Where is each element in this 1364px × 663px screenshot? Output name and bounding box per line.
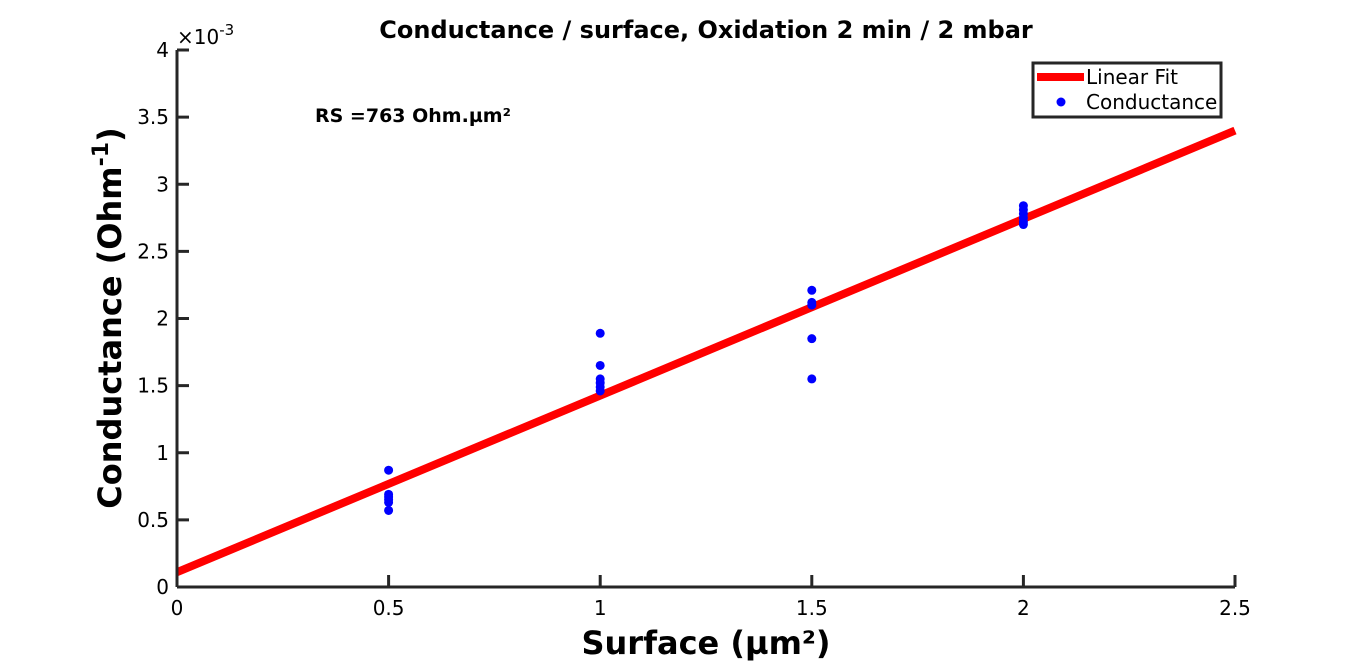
legend-conductance-label: Conductance: [1086, 90, 1217, 114]
y-exponent-power: -3: [219, 21, 234, 39]
y-axis-title-prefix: Conductance (Ohm: [91, 166, 129, 508]
y-axis-title-superscript: -1: [89, 142, 114, 166]
y-tick-label: 1: [156, 441, 169, 465]
x-tick-label: 0: [171, 596, 184, 620]
legend-conductance-swatch: [1056, 97, 1066, 107]
y-tick-label: 2: [156, 307, 169, 331]
conductance-point: [595, 386, 605, 396]
y-tick-label: 1.5: [137, 374, 169, 398]
chart-title: Conductance / surface, Oxidation 2 min /…: [379, 16, 1033, 44]
conductance-point: [807, 285, 817, 295]
conductance-point: [384, 497, 394, 507]
x-tick-label: 1.5: [796, 596, 828, 620]
legend: Linear Fit Conductance: [1031, 61, 1223, 119]
y-tick-label: 0.5: [137, 508, 169, 532]
y-axis-title-suffix: ): [91, 127, 129, 142]
conductance-point: [1018, 220, 1028, 230]
conductance-point: [807, 334, 817, 344]
legend-linear-fit-label: Linear Fit: [1086, 65, 1178, 89]
y-exponent-label: ×10-3: [177, 21, 234, 49]
y-tick-label: 0: [156, 575, 169, 599]
conductance-point: [595, 328, 605, 338]
y-axis-title: Conductance (Ohm-1): [89, 127, 129, 508]
axes: 0 0.5 1 1.5 2 2.5 0 0.5 1 1.5 2 2.5 3 3.5 4: [137, 38, 1251, 620]
x-tick-label: 2.5: [1219, 596, 1251, 620]
conductance-point: [384, 465, 394, 475]
y-tick-label: 2.5: [137, 239, 169, 263]
conductance-point: [807, 374, 817, 384]
conductance-point: [595, 360, 605, 370]
y-tick-label: 3.5: [137, 105, 169, 129]
conductance-point: [807, 300, 817, 310]
x-tick-label: 1: [594, 596, 607, 620]
x-axis-title: Surface (µm²): [581, 624, 830, 662]
legend-box: [1031, 61, 1223, 119]
resistance-annotation: RS =763 Ohm.µm²: [315, 105, 511, 127]
y-tick-label: 3: [156, 172, 169, 196]
conductance-point: [384, 505, 394, 515]
linear-fit-line: [175, 126, 1237, 576]
y-exponent-multiplier: ×10: [177, 25, 219, 49]
y-tick-label: 4: [156, 38, 169, 62]
x-tick-label: 0.5: [373, 596, 405, 620]
plot-area: [175, 126, 1237, 576]
x-tick-label: 2: [1017, 596, 1030, 620]
